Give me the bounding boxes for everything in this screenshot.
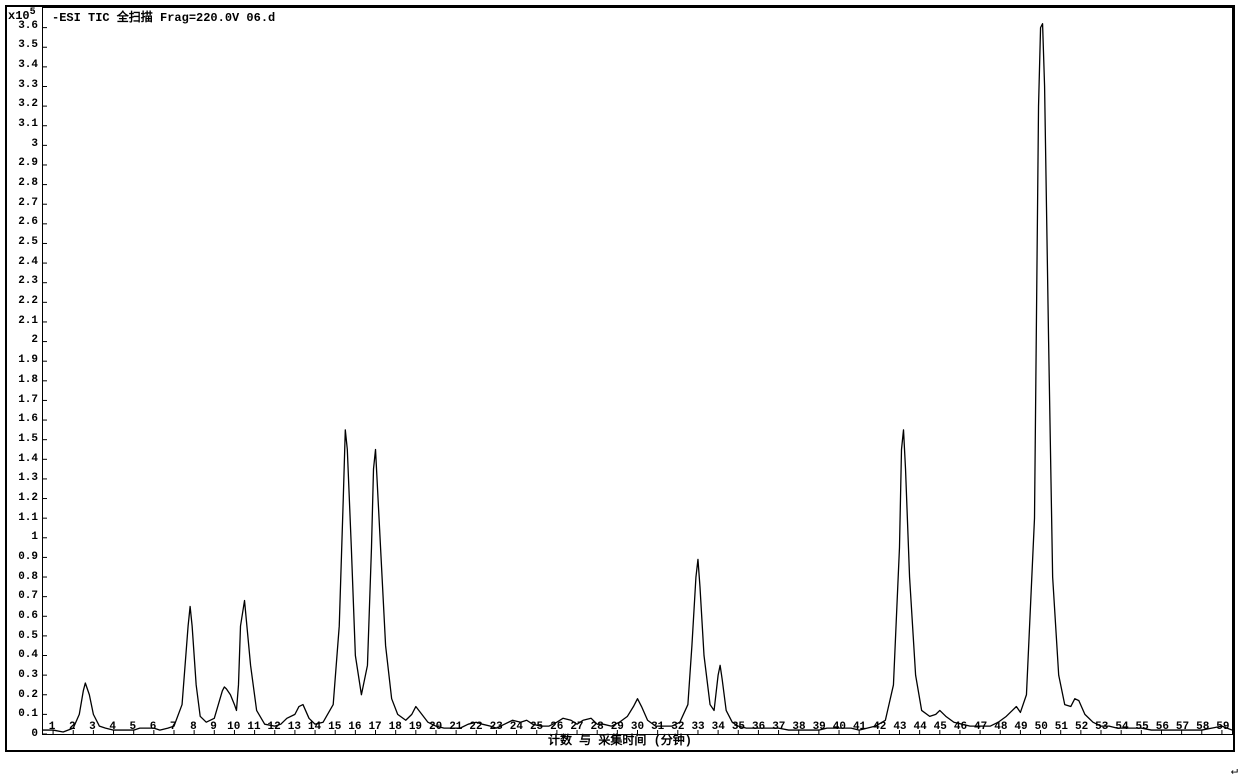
y-tick-label: 3.1 <box>2 118 38 130</box>
y-tick-label: 1.4 <box>2 453 38 465</box>
y-tick-label: 2.5 <box>2 236 38 248</box>
y-tick-label: 0.3 <box>2 669 38 681</box>
y-tick-label: 0.9 <box>2 551 38 563</box>
y-tick-label: 2.7 <box>2 197 38 209</box>
y-tick-label: 2.4 <box>2 256 38 268</box>
y-tick-label: 3 <box>2 138 38 150</box>
y-tick-label: 3.5 <box>2 39 38 51</box>
y-tick-label: 2.8 <box>2 177 38 189</box>
y-tick-label: 1.6 <box>2 413 38 425</box>
y-tick-label: 3.3 <box>2 79 38 91</box>
y-tick-label: 2.9 <box>2 157 38 169</box>
y-tick-label: 2.2 <box>2 295 38 307</box>
y-tick-label: 1.8 <box>2 374 38 386</box>
y-mult-exp: 5 <box>30 7 36 18</box>
y-tick-label: 2.3 <box>2 275 38 287</box>
y-tick-label: 1 <box>2 531 38 543</box>
y-tick-label: 0.7 <box>2 590 38 602</box>
y-tick-label: 1.7 <box>2 394 38 406</box>
y-tick-label: 1.9 <box>2 354 38 366</box>
y-tick-label: 1.1 <box>2 512 38 524</box>
chart-title: -ESI TIC 全扫描 Frag=220.0V 06.d <box>50 8 277 25</box>
y-tick-label: 3.2 <box>2 98 38 110</box>
y-tick-label: 2 <box>2 334 38 346</box>
y-tick-label: 0.6 <box>2 610 38 622</box>
y-tick-label: 2.6 <box>2 216 38 228</box>
y-tick-label: 3.4 <box>2 59 38 71</box>
y-tick-label: 1.3 <box>2 472 38 484</box>
y-tick-label: 1.2 <box>2 492 38 504</box>
chromatogram-line <box>43 8 1232 734</box>
y-tick-label: 0.2 <box>2 689 38 701</box>
y-tick-label: 0.1 <box>2 708 38 720</box>
y-tick-label: 1.5 <box>2 433 38 445</box>
y-tick-label: 0.5 <box>2 630 38 642</box>
y-tick-label: 3.6 <box>2 20 38 32</box>
plot-area <box>42 7 1233 735</box>
y-tick-label: 0.4 <box>2 649 38 661</box>
y-tick-label: 2.1 <box>2 315 38 327</box>
corner-return-icon: ↵ <box>1231 763 1238 778</box>
y-tick-label: 0.8 <box>2 571 38 583</box>
